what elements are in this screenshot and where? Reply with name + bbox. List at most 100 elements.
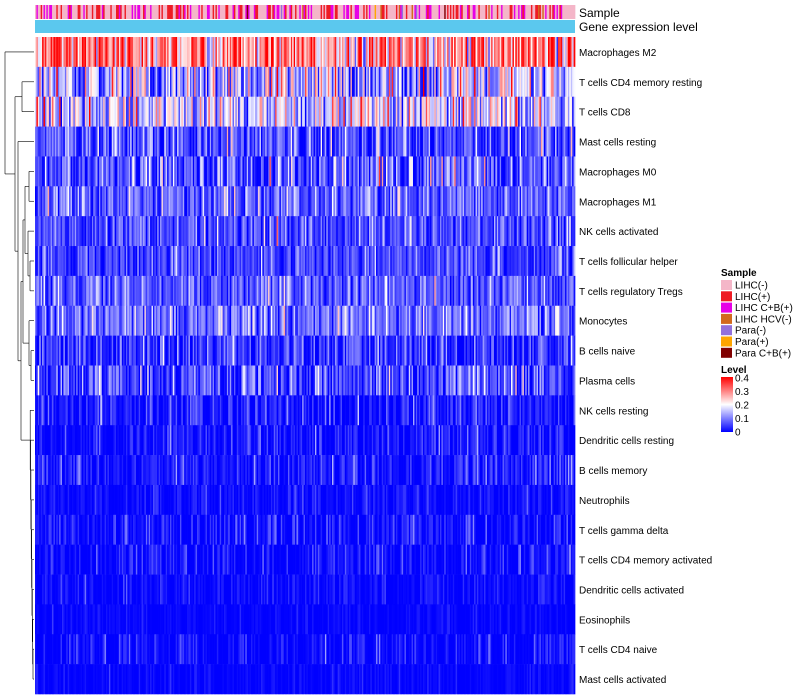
heatmap-cell xyxy=(388,335,391,366)
heatmap-cell xyxy=(386,335,388,366)
heatmap-cell xyxy=(327,305,330,336)
heatmap-cell xyxy=(205,37,208,68)
heatmap-cell xyxy=(268,186,270,217)
sample-annotation-cell xyxy=(330,5,333,19)
heatmap-cell xyxy=(265,246,267,277)
heatmap-cell xyxy=(441,335,444,366)
sample-annotation-cell xyxy=(216,5,219,19)
heatmap-cell xyxy=(79,216,81,247)
heatmap-cell xyxy=(535,335,537,366)
heatmap-cell xyxy=(225,335,228,366)
heatmap-cell xyxy=(141,335,144,366)
heatmap-cell xyxy=(106,66,108,98)
sample-annotation-cell xyxy=(172,5,175,19)
heatmap-cell xyxy=(150,186,152,217)
heatmap-cell xyxy=(42,365,44,396)
heatmap-cell xyxy=(98,66,101,98)
heatmap-cell xyxy=(324,96,327,127)
heatmap-cell xyxy=(224,335,226,366)
heatmap-cell xyxy=(242,246,245,277)
heatmap-cell xyxy=(445,66,448,98)
heatmap-cell xyxy=(349,66,351,98)
sample-annotation-cell xyxy=(73,5,76,19)
heatmap-cell xyxy=(289,37,292,68)
heatmap-cell xyxy=(512,126,515,157)
heatmap-cell xyxy=(309,37,312,68)
heatmap-cell xyxy=(410,186,412,217)
sample-annotation-cell xyxy=(124,5,127,19)
heatmap-cell xyxy=(371,156,374,187)
heatmap-cell xyxy=(499,96,502,127)
heatmap-cell xyxy=(479,275,482,307)
heatmap-cell xyxy=(155,275,158,307)
heatmap-cell xyxy=(231,246,233,277)
heatmap-cell xyxy=(421,37,424,68)
heatmap-cell xyxy=(43,335,46,366)
heatmap-cell xyxy=(386,126,388,157)
heatmap-cell xyxy=(333,216,336,247)
sample-annotation-cell xyxy=(268,5,270,19)
heatmap-cell xyxy=(444,96,447,127)
sample-annotation-cell xyxy=(258,5,260,19)
heatmap-cell xyxy=(97,335,100,366)
heatmap-cell xyxy=(60,126,63,157)
heatmap-cell xyxy=(286,156,289,187)
heatmap-cell xyxy=(128,216,131,247)
sample-annotation-cell xyxy=(155,5,158,19)
heatmap-cell xyxy=(394,275,397,307)
heatmap-cell xyxy=(395,216,398,247)
heatmap-cell xyxy=(198,66,201,98)
heatmap-cell xyxy=(440,96,442,127)
heatmap-cell xyxy=(194,335,196,366)
heatmap-cell xyxy=(42,156,44,187)
heatmap-cell xyxy=(77,126,80,157)
heatmap-cell xyxy=(508,66,510,98)
heatmap-cell xyxy=(171,216,174,247)
heatmap-cell xyxy=(167,156,169,187)
heatmap-cell xyxy=(145,126,148,157)
heatmap-cell xyxy=(179,66,182,98)
heatmap-cell xyxy=(130,335,132,366)
heatmap-cell xyxy=(343,305,346,336)
heatmap-cell xyxy=(461,246,464,277)
heatmap-cell xyxy=(373,216,375,247)
heatmap-cell xyxy=(108,126,111,157)
heatmap-cell xyxy=(562,186,564,217)
heatmap-cell xyxy=(484,275,486,307)
heatmap-cell xyxy=(455,126,458,157)
heatmap-cell xyxy=(360,365,363,396)
heatmap-cell xyxy=(49,246,51,277)
sample-annotation-cell xyxy=(393,5,395,19)
heatmap-cell xyxy=(151,186,154,217)
heatmap-cell xyxy=(530,156,533,187)
sample-annotation-cell xyxy=(114,5,117,19)
heatmap-cell xyxy=(60,37,63,68)
heatmap-cell xyxy=(316,216,319,247)
sample-annotation-cell xyxy=(289,5,292,19)
heatmap-cell xyxy=(421,275,424,307)
heatmap-cell xyxy=(70,335,73,366)
heatmap-cell xyxy=(292,275,294,307)
heatmap-cell xyxy=(380,335,383,366)
heatmap-cell xyxy=(116,305,118,336)
heatmap-cell xyxy=(63,186,66,217)
heatmap-cell xyxy=(67,216,70,247)
heatmap-cell xyxy=(178,275,181,307)
heatmap-cell xyxy=(39,126,42,157)
heatmap-cell xyxy=(467,37,469,68)
heatmap-cell xyxy=(506,96,509,127)
sample-annotation-cell xyxy=(542,5,545,19)
heatmap-cell xyxy=(44,66,47,98)
heatmap-cell xyxy=(322,37,324,68)
heatmap-cell xyxy=(253,96,256,127)
heatmap-cell xyxy=(431,216,434,247)
heatmap-cell xyxy=(404,96,407,127)
heatmap-cell xyxy=(400,126,402,157)
heatmap-cell xyxy=(410,365,412,396)
heatmap-cell xyxy=(377,246,380,277)
heatmap-cell xyxy=(299,246,302,277)
sample-annotation-cell xyxy=(427,5,429,19)
heatmap-cell xyxy=(233,126,236,157)
heatmap-cell xyxy=(374,365,377,396)
sample-annotation-cell xyxy=(559,5,562,19)
